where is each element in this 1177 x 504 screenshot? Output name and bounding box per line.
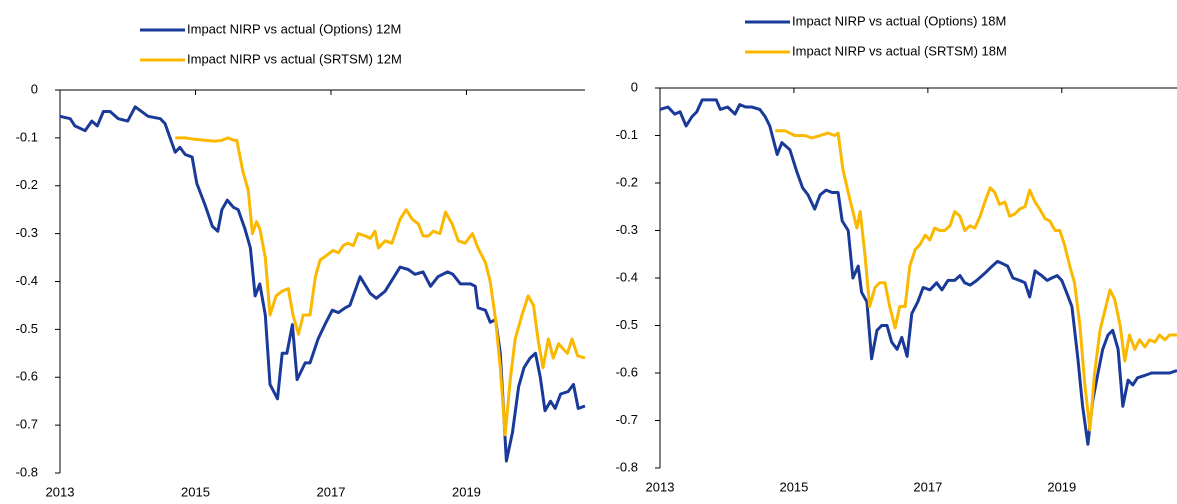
- chart-panel: 0 -0.1 -0.2 -0.3 -0.4 -0.5 -0.6 -0.7 -0.8 2013 201…: [616, 13, 1177, 494]
- x-tick-label: 2017: [317, 484, 346, 499]
- y-tick-label: -0.3: [16, 225, 38, 240]
- x-tick-label: 2013: [46, 484, 75, 499]
- y-tick-label: 0: [631, 79, 638, 94]
- y-tick-label: -0.1: [616, 127, 638, 142]
- y-tick-label: -0.6: [616, 364, 638, 379]
- x-tick-label: 2015: [181, 484, 210, 499]
- y-tick-label: -0.4: [16, 273, 38, 288]
- y-tick-label: -0.2: [616, 174, 638, 189]
- y-tick-label: -0.3: [616, 222, 638, 237]
- series-line: [59, 105, 586, 463]
- y-tick-label: -0.8: [16, 464, 38, 479]
- y-tick-label: 0: [31, 81, 38, 96]
- chart-panel: 0 -0.1 -0.2 -0.3 -0.4 -0.5 -0.6 -0.7 -0.8 2013 201…: [16, 21, 586, 499]
- x-tick-label: 2013: [646, 479, 675, 494]
- series-line: [775, 129, 1177, 432]
- series-line: [175, 136, 586, 437]
- legend-label: Impact NIRP vs actual (Options) 12M: [187, 21, 401, 36]
- y-tick-label: -0.5: [16, 321, 38, 336]
- legend-label: Impact NIRP vs actual (SRTSM) 18M: [792, 43, 1007, 58]
- series-line: [659, 98, 1177, 446]
- legend-label: Impact NIRP vs actual (SRTSM) 12M: [187, 51, 402, 66]
- y-tick-label: -0.7: [616, 412, 638, 427]
- x-tick-label: 2019: [452, 484, 481, 499]
- y-tick-label: -0.2: [16, 177, 38, 192]
- y-tick-label: -0.6: [16, 369, 38, 384]
- y-tick-label: -0.5: [616, 317, 638, 332]
- y-tick-label: -0.7: [16, 417, 38, 432]
- y-tick-label: -0.8: [616, 459, 638, 474]
- x-tick-label: 2015: [779, 479, 808, 494]
- y-tick-label: -0.4: [616, 269, 638, 284]
- x-tick-label: 2019: [1047, 479, 1076, 494]
- x-tick-label: 2017: [913, 479, 942, 494]
- legend-label: Impact NIRP vs actual (Options) 18M: [792, 13, 1006, 28]
- y-tick-label: -0.1: [16, 129, 38, 144]
